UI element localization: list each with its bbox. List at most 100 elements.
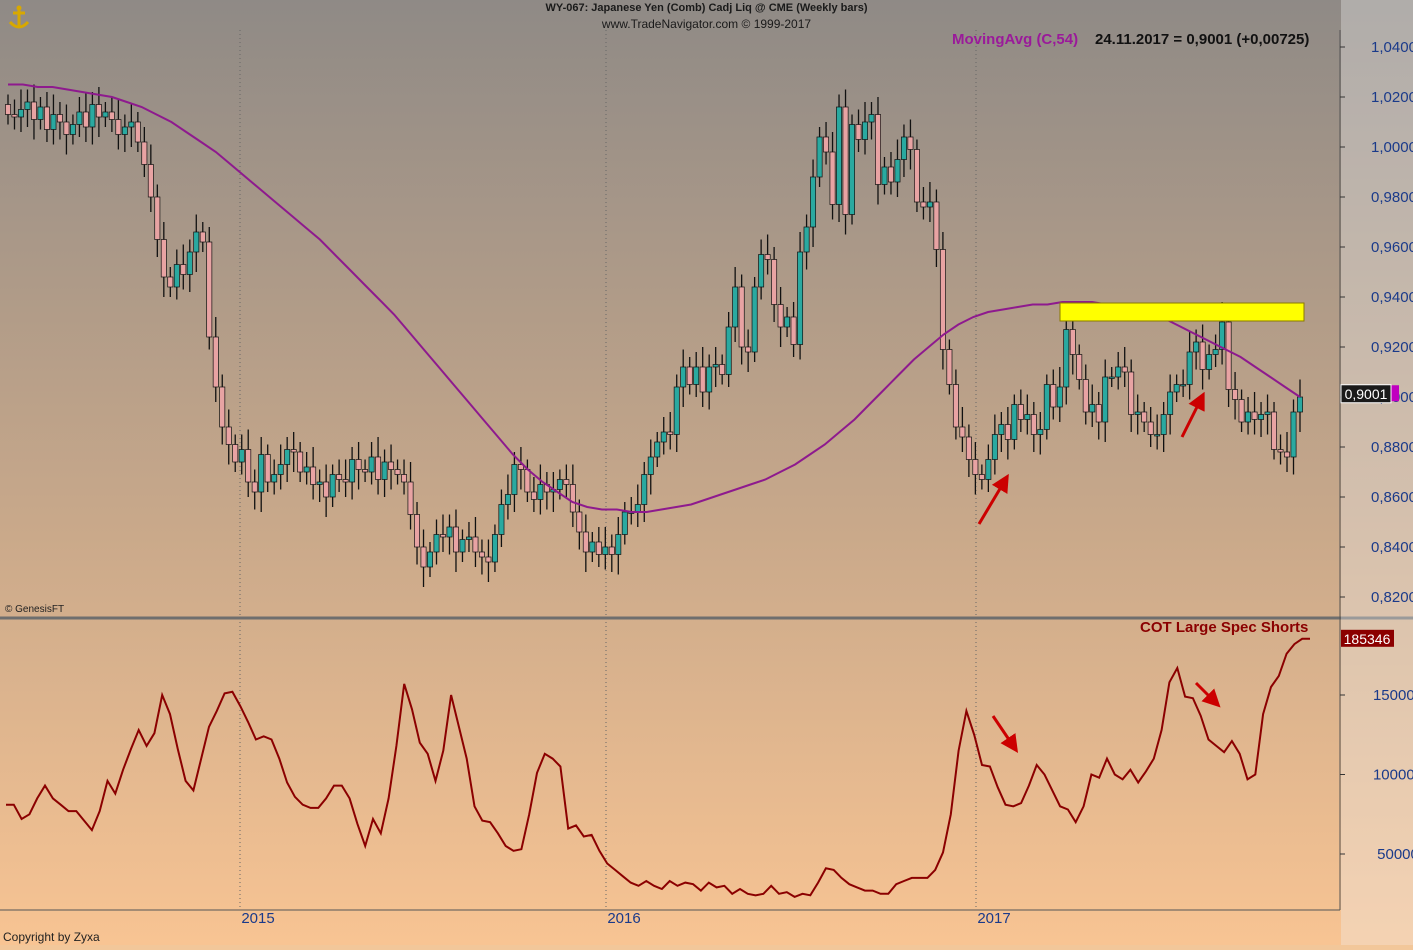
candle-body: [842, 106, 849, 215]
candle-body: [706, 366, 713, 393]
candle-body: [1186, 351, 1193, 385]
candle-body: [1180, 384, 1187, 387]
candle-body: [108, 111, 115, 120]
candle-body: [952, 384, 959, 428]
candle-body: [764, 254, 771, 260]
candle-body: [972, 459, 979, 475]
candle-body: [251, 481, 258, 493]
candle-body: [563, 479, 570, 485]
last-price-label: 0,9001: [1345, 386, 1388, 402]
candle-body: [76, 111, 83, 125]
candle-body: [647, 456, 654, 475]
candle-body: [82, 111, 89, 128]
candle-body: [1251, 411, 1258, 420]
candle-body: [1173, 384, 1180, 393]
candle-body: [576, 511, 583, 533]
candle-body: [693, 366, 700, 385]
candle-body: [375, 456, 382, 480]
cot-value-tag: [1341, 629, 1394, 647]
candle-body: [530, 491, 537, 500]
candle-body: [1284, 451, 1290, 458]
candle-body: [1238, 399, 1245, 423]
candle-body: [1050, 384, 1057, 408]
candle-body: [134, 121, 141, 143]
candle-body: [147, 164, 154, 198]
candle-body: [1082, 379, 1089, 413]
candle-body: [199, 231, 206, 243]
candle-body: [368, 456, 375, 473]
candle-body: [349, 459, 356, 483]
price-tick-label: 0,8600: [1371, 489, 1413, 506]
candle-body: [1121, 366, 1128, 373]
ship-anchor-logo-icon: [4, 4, 34, 34]
candle-body: [264, 454, 271, 483]
candle-body: [797, 251, 804, 345]
candle-body: [446, 526, 453, 538]
candle-body: [271, 474, 278, 483]
candle-body: [894, 159, 901, 183]
price-tick-label: 0,9200: [1371, 339, 1413, 356]
candle-body: [738, 286, 745, 348]
cot-tick-label: 100000: [1373, 767, 1413, 784]
resistance-highlight-box: [1059, 302, 1305, 322]
candle-body: [907, 136, 914, 150]
candle-body: [160, 239, 167, 278]
moving-average-layer: [8, 83, 1301, 513]
candle-body: [44, 106, 50, 130]
cot-large-spec-shorts-line: [6, 637, 1310, 899]
candle-body: [1134, 411, 1141, 415]
candle-body: [1030, 414, 1037, 435]
candle-body: [569, 484, 576, 513]
candle-body: [608, 546, 615, 555]
candle-body: [440, 534, 446, 538]
candle-body: [1089, 404, 1096, 413]
candle-body: [524, 469, 531, 493]
candle-body: [394, 469, 401, 475]
candle-body: [556, 479, 563, 490]
candle-body: [1245, 411, 1252, 423]
candle-body: [615, 534, 622, 555]
candle-body: [959, 426, 966, 438]
candle-body: [875, 114, 881, 185]
price-tick-label: 0,9400: [1371, 289, 1413, 306]
candle-body: [245, 449, 252, 483]
candle-body: [920, 201, 927, 208]
candle-body: [1212, 349, 1219, 355]
price-tick-label: 1,0400: [1371, 39, 1413, 56]
candle-body: [926, 201, 933, 208]
candle-body: [63, 121, 70, 135]
candle-body: [427, 551, 433, 568]
candle-body: [504, 494, 511, 505]
candle-body: [1206, 354, 1213, 370]
candle-body: [18, 109, 24, 118]
candle-body: [310, 466, 317, 485]
candle-body: [634, 504, 641, 513]
candle-body: [673, 386, 680, 435]
candle-body: [978, 474, 985, 480]
candle-body: [849, 124, 855, 215]
candle-body: [453, 526, 459, 553]
chart-title: WY-067: Japanese Yen (Comb) Cadj Liq @ C…: [545, 2, 868, 14]
candle-body: [699, 366, 706, 393]
candle-body: [95, 104, 102, 118]
year-tick-label: 2016: [607, 910, 640, 927]
down-trend-arrow: [1194, 681, 1221, 708]
candle-body: [485, 556, 492, 563]
candle-body: [401, 474, 407, 483]
up-trend-arrow: [1180, 391, 1205, 438]
cot-tick-label: 50000: [1377, 846, 1413, 863]
candle-body: [31, 101, 37, 120]
candle-body: [193, 231, 200, 253]
candle-body: [115, 119, 122, 135]
candle-body: [933, 201, 940, 250]
candle-body: [1095, 404, 1102, 423]
copyright-text: Copyright by Zyxa: [3, 930, 100, 944]
candle-body: [459, 539, 466, 553]
down-trend-arrow: [991, 715, 1019, 753]
candle-body: [751, 286, 758, 353]
candle-body: [965, 436, 972, 460]
candle-body: [388, 461, 395, 470]
candle-body: [290, 449, 297, 453]
